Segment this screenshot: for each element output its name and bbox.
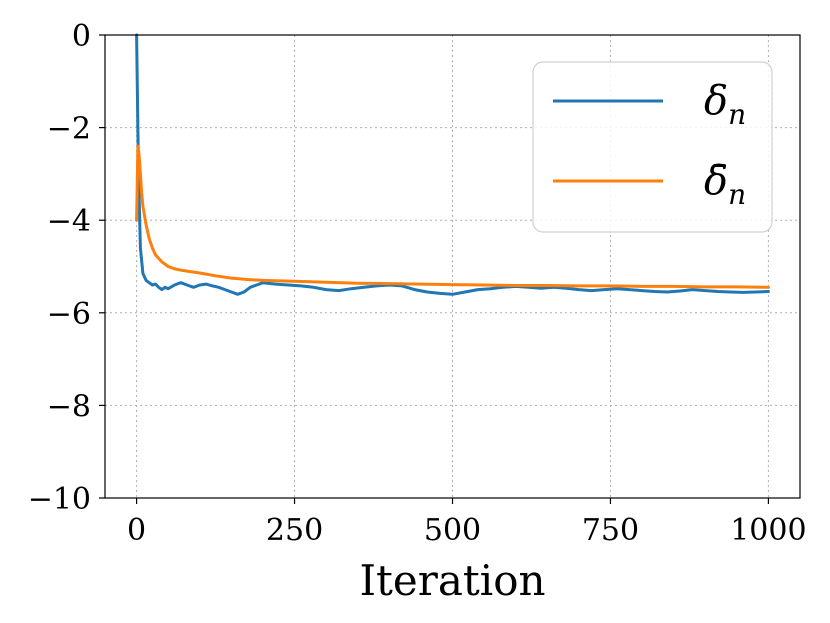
series-layer [135, 33, 770, 296]
y-tick-label: −2 [47, 112, 91, 147]
x-tick-label: 750 [582, 513, 639, 548]
series-line-delta-bar [135, 144, 770, 289]
legend: δn δ̄n [532, 61, 773, 233]
x-tick-label: 500 [424, 513, 481, 548]
y-tick-label: −10 [28, 482, 91, 517]
x-axis-title: Iteration [359, 556, 545, 605]
legend-label-delta: δn [704, 78, 746, 131]
y-tick-label: −6 [47, 297, 91, 332]
x-tick-label: 1000 [730, 513, 806, 548]
y-tick-label: 0 [72, 19, 91, 54]
x-tick-label: 0 [127, 513, 146, 548]
legend-label-delta-name: δ [704, 78, 728, 124]
legend-label-delta-bar: δ̄n [704, 158, 746, 211]
legend-label-delta-bar-name: δ̄ [704, 158, 728, 204]
legend-box [532, 61, 773, 233]
legend-label-delta-bar-subscript: n [728, 178, 746, 211]
y-tick-label: −4 [47, 204, 91, 239]
y-tick-label: −8 [47, 389, 91, 424]
x-tick-label: 250 [266, 513, 323, 548]
legend-label-delta-subscript: n [728, 98, 746, 131]
ticks: 0 250 500 750 1000 0 −2 −4 −6 −8 −10 [28, 19, 807, 548]
series-line-delta [135, 33, 770, 296]
